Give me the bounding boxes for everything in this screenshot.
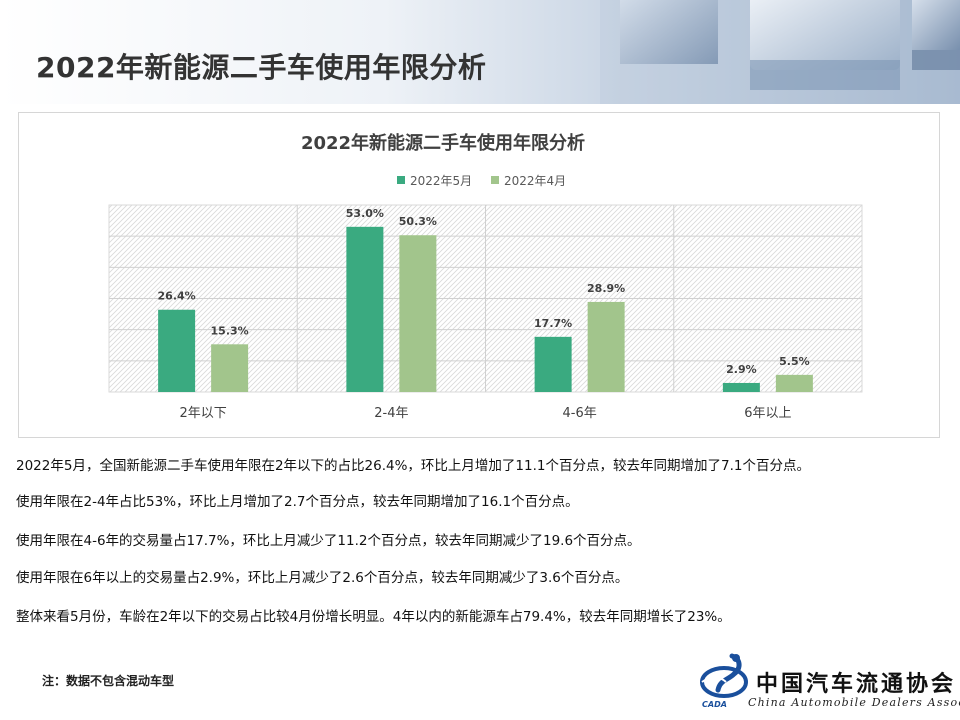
bar-may-1 [158,309,196,392]
chart-title: 2022年新能源二手车使用年限分析 [301,132,585,154]
page-title: 2022年新能源二手车使用年限分析 [36,51,487,84]
bar-may-3 [534,336,572,392]
value-label-apr-2: 50.3% [399,215,437,228]
chart-panel: 2022年新能源二手车使用年限分析 2022年5月 2022年4月 26.4% 1… [18,112,940,438]
value-label-may-3: 17.7% [534,317,572,330]
value-label-apr-3: 28.9% [587,282,625,295]
value-label-may-1: 26.4% [158,290,196,303]
category-label-3: 4-6年 [563,406,597,421]
value-labels: 26.4% 15.3% 53.0% 50.3% 17.7% 28.9% 2.9% 5.5% [158,207,810,376]
logo-chinese-name: 中国汽车流通协会 [756,671,957,697]
bar-chart: 2022年新能源二手车使用年限分析 2022年5月 2022年4月 26.4% 1… [108,132,863,421]
bar-apr-3 [587,301,625,392]
bars [158,226,813,392]
legend-swatch-apr [491,176,499,184]
bar-apr-1 [211,344,249,392]
value-label-apr-4: 5.5% [779,355,810,368]
category-labels: 2年以下 2-4年 4-6年 6年以上 [179,406,791,421]
logo-abbrev: CADA [702,700,727,709]
note-1: 2022年5月，全国新能源二手车使用年限在2年以下的占比26.4%，环比上月增加… [16,458,810,474]
note-2: 使用年限在2-4年占比53%，环比上月增加了2.7个百分点，较去年同期增加了16… [16,494,579,510]
bar-apr-4 [775,374,813,392]
category-label-4: 6年以上 [744,406,791,421]
legend-label-may: 2022年5月 [410,174,472,188]
header-band: 2022年新能源二手车使用年限分析 [0,0,960,104]
value-label-may-4: 2.9% [726,363,757,376]
bar-apr-2 [399,235,437,392]
bar-may-4 [722,382,760,392]
header-cube-image [600,0,960,104]
bar-may-2 [346,226,384,392]
cada-emblem-icon [700,653,748,698]
legend-swatch-may [397,176,405,184]
logo-english-name: China Automobile Dealers Association [748,696,960,709]
footnote: 注：数据不包含混动车型 [42,674,175,688]
category-label-2: 2-4年 [374,406,408,421]
note-5: 整体来看5月份，车龄在2年以下的交易占比较4月份增长明显。4年以内的新能源车占7… [16,609,731,625]
legend-label-apr: 2022年4月 [504,174,566,188]
category-label-1: 2年以下 [179,406,226,421]
value-label-may-2: 53.0% [346,207,384,220]
note-3: 使用年限在4-6年的交易量占17.7%，环比上月减少了11.2个百分点，较去年同… [16,533,641,549]
value-label-apr-1: 15.3% [211,324,249,337]
cada-logo: CADA 中国汽车流通协会 China Automobile Dealers A… [694,652,960,716]
gridlines [109,205,862,392]
note-4: 使用年限在6年以上的交易量占2.9%，环比上月减少了2.6个百分点，较去年同期减… [16,570,629,586]
chart-legend: 2022年5月 2022年4月 [397,174,566,188]
